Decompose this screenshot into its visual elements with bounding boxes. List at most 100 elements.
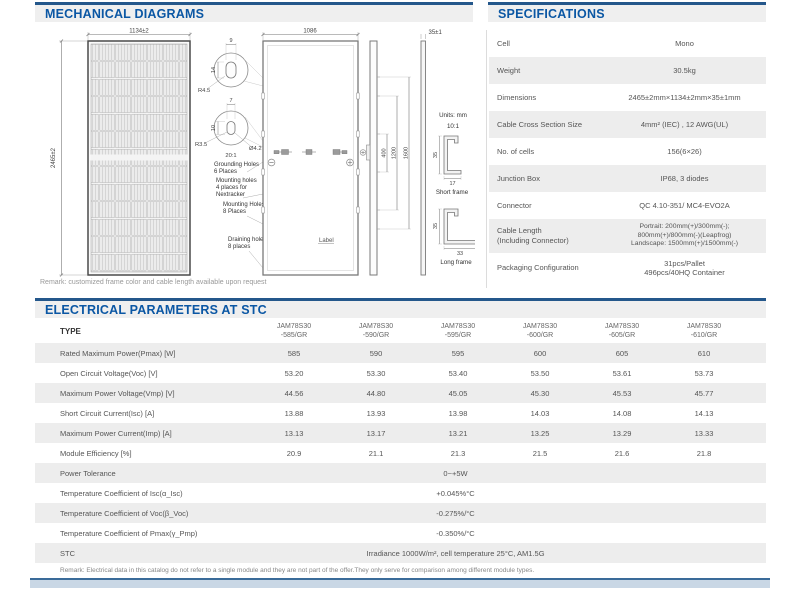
detail-bottom-height-dim: 10 bbox=[211, 125, 217, 131]
minus-terminal-icon bbox=[267, 158, 276, 167]
elec-span-value: 0~+5W bbox=[443, 468, 468, 478]
type-series: JAM78S30 bbox=[440, 323, 476, 331]
side-dim-1200: 1200 bbox=[392, 147, 398, 159]
elec-value: 53.30 bbox=[366, 368, 386, 378]
elec-value: 53.73 bbox=[694, 368, 714, 378]
elec-value: 14.08 bbox=[612, 408, 632, 418]
electrical-table: TYPE JAM78S30 -585/GR JAM78S30 -590/GR JAM78S… bbox=[35, 320, 766, 563]
elec-value: 21.8 bbox=[696, 448, 712, 458]
elec-value: 45.30 bbox=[530, 388, 550, 398]
long-frame-width-dim: 33 bbox=[457, 251, 463, 257]
mounting4-callout: Mounting holes 4 places for Nextracker bbox=[216, 178, 257, 198]
spec-row-value: 31pcs/Pallet 496pcs/40HQ Container bbox=[644, 258, 725, 277]
elec-span-row: STC Irradiance 1000W/m², cell temperature… bbox=[35, 543, 766, 563]
back-width-dim: 1086 bbox=[303, 29, 317, 35]
elec-value: 14.13 bbox=[694, 408, 714, 418]
front-width-dim: 1134±2 bbox=[129, 29, 149, 35]
elec-value: 21.5 bbox=[532, 448, 548, 458]
electrical-section-header: ELECTRICAL PARAMETERS AT STC bbox=[35, 298, 766, 318]
back-view: 1086 Label bbox=[261, 29, 360, 276]
elec-row-label: STC bbox=[60, 548, 75, 558]
elec-rows: Rated Maximum Power(Pmax) [W] 585 590 595 60… bbox=[35, 343, 766, 563]
elec-value: 53.40 bbox=[448, 368, 468, 378]
elec-value: 585 bbox=[287, 348, 301, 358]
spec-row-value: 2465±2mm×1134±2mm×35±1mm bbox=[628, 92, 741, 102]
slot-detail-top: 9 14 R4.5 bbox=[198, 38, 264, 94]
diagram-callouts: Grounding Holes 6 Places Mounting holes 4 … bbox=[214, 161, 266, 269]
short-frame-label: Short frame bbox=[436, 189, 469, 196]
elec-row: Maximum Power Current(Imp) [A] 13.13 13.17… bbox=[35, 423, 766, 443]
elec-value: 44.56 bbox=[284, 388, 304, 398]
type-model: -600/GR bbox=[526, 331, 554, 339]
short-frame-profile: 35 17 Short frame bbox=[433, 135, 469, 196]
front-view: 1134±2 2465±2 bbox=[51, 29, 192, 277]
elec-value: 13.17 bbox=[366, 428, 386, 438]
column-divider bbox=[486, 30, 487, 288]
mounting-slots bbox=[261, 92, 360, 214]
specifications-title: SPECIFICATIONS bbox=[498, 6, 605, 21]
elec-type-cell: JAM78S30 -610/GR bbox=[663, 323, 745, 340]
short-frame-height-dim: 35 bbox=[433, 152, 439, 158]
elec-value: 13.13 bbox=[284, 428, 304, 438]
elec-value: 21.3 bbox=[450, 448, 466, 458]
detail-top-width-dim: 9 bbox=[229, 38, 232, 44]
spec-row: Connector QC 4.10-351/ MC4-EVO2A bbox=[489, 192, 766, 219]
elec-value: 610 bbox=[697, 348, 711, 358]
mechanical-diagram: 1134±2 2465±2 9 14 R4.5 7 10 R3.5 Ø4.2 2… bbox=[51, 29, 475, 277]
thickness-profile: 35±1 bbox=[420, 30, 443, 276]
long-frame-profile: 35 33 Long frame bbox=[433, 208, 475, 266]
spec-row-value: QC 4.10-351/ MC4-EVO2A bbox=[639, 200, 730, 210]
electrical-title: ELECTRICAL PARAMETERS AT STC bbox=[45, 302, 267, 317]
type-model: -590/GR bbox=[362, 331, 390, 339]
long-frame-height-dim: 35 bbox=[433, 223, 439, 229]
elec-span-row: Temperature Coefficient of Voc(β_Voc) -0.… bbox=[35, 503, 766, 523]
front-height-dim: 2465±2 bbox=[51, 147, 57, 168]
spec-row-value: Portrait: 200mm(+)/300mm(-); 800mm(+)/80… bbox=[630, 223, 739, 248]
spec-row-label: Cable Cross Section Size bbox=[497, 119, 583, 129]
junction-boxes bbox=[273, 149, 348, 155]
type-series: JAM78S30 bbox=[522, 323, 558, 331]
elec-type-cell: JAM78S30 -585/GR bbox=[253, 323, 335, 340]
back-label-text: Label bbox=[319, 238, 334, 244]
thickness-dim: 35±1 bbox=[429, 30, 443, 36]
detail-top-height-dim: 14 bbox=[211, 67, 217, 73]
spec-row-label: Dimensions bbox=[497, 92, 537, 102]
spec-row-label: Connector bbox=[497, 200, 532, 210]
units-scale-note: 10:1 bbox=[447, 123, 460, 130]
elec-row: Rated Maximum Power(Pmax) [W] 585 590 595 60… bbox=[35, 343, 766, 363]
elec-row-label: Temperature Coefficient of Voc(β_Voc) bbox=[60, 508, 189, 518]
footer-bar bbox=[30, 578, 770, 588]
elec-value: 13.21 bbox=[448, 428, 468, 438]
type-model: -605/GR bbox=[608, 331, 636, 339]
elec-value: 53.20 bbox=[284, 368, 304, 378]
elec-row-label: Rated Maximum Power(Pmax) [W] bbox=[60, 348, 176, 358]
elec-value: 590 bbox=[369, 348, 383, 358]
elec-value: 605 bbox=[615, 348, 629, 358]
detail-bottom-diameter-dim: Ø4.2 bbox=[249, 146, 262, 152]
elec-value: 53.61 bbox=[612, 368, 632, 378]
elec-value: 13.33 bbox=[694, 428, 714, 438]
type-series: JAM78S30 bbox=[686, 323, 722, 331]
elec-row: Open Circuit Voltage(Voc) [V] 53.20 53.30 5… bbox=[35, 363, 766, 383]
grounding-callout: Grounding Holes 6 Places bbox=[214, 162, 259, 175]
spec-row: No. of cells 156(6×26) bbox=[489, 138, 766, 165]
elec-row: Short Circuit Current(Isc) [A] 13.88 13.93… bbox=[35, 403, 766, 423]
elec-type-cell: JAM78S30 -600/GR bbox=[499, 323, 581, 340]
elec-row-label: Power Tolerance bbox=[60, 468, 116, 478]
spec-row: Cable Cross Section Size 4mm² (IEC) , 12 … bbox=[489, 111, 766, 138]
elec-span-value: -0.350%/°C bbox=[436, 528, 475, 538]
side-dim-400: 400 bbox=[382, 148, 388, 157]
spec-row: Junction Box IP68, 3 diodes bbox=[489, 165, 766, 192]
spec-row-label: Cable Length (Including Connector) bbox=[497, 226, 569, 245]
spec-row-label: No. of cells bbox=[497, 146, 535, 156]
spec-row-label: Cell bbox=[497, 38, 510, 48]
specifications-section-header: SPECIFICATIONS bbox=[488, 2, 766, 22]
elec-span-row: Power Tolerance 0~+5W bbox=[35, 463, 766, 483]
mechanical-section-header: MECHANICAL DIAGRAMS bbox=[35, 2, 473, 22]
plus-terminal-icon bbox=[346, 158, 354, 167]
elec-row-label: Open Circuit Voltage(Voc) [V] bbox=[60, 368, 158, 378]
elec-value: 44.80 bbox=[366, 388, 386, 398]
elec-row-label: Maximum Power Current(Imp) [A] bbox=[60, 428, 172, 438]
elec-value: 13.29 bbox=[612, 428, 632, 438]
spec-row-label: Packaging Configuration bbox=[497, 263, 579, 273]
